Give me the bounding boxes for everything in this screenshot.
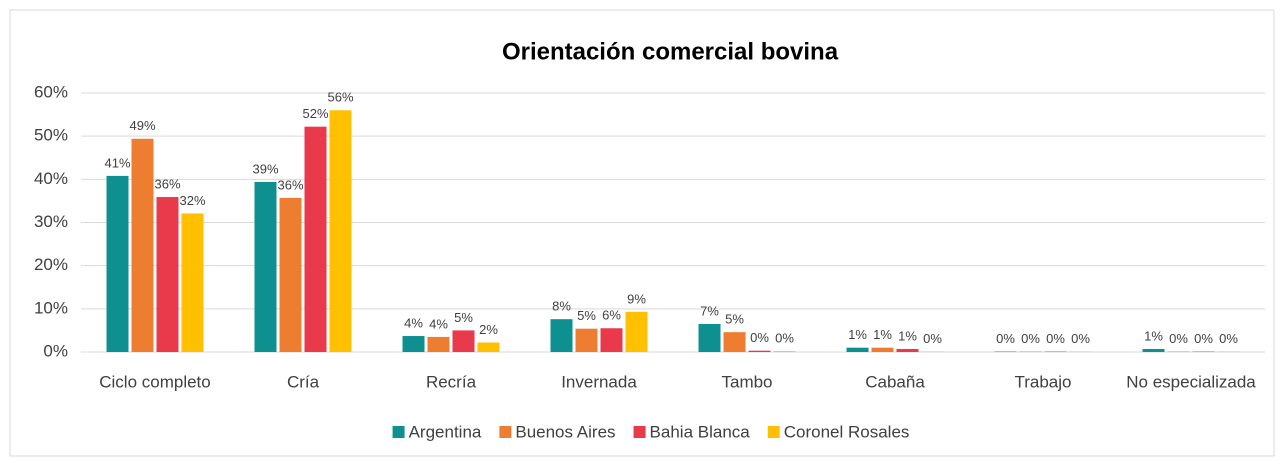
value-label: 0%	[750, 330, 769, 345]
value-label: 4%	[404, 315, 423, 330]
x-tick-label: No especializada	[1126, 372, 1256, 391]
y-tick-label: 50%	[34, 126, 68, 145]
legend-label: Bahia Blanca	[650, 422, 751, 441]
legend-label: Buenos Aires	[515, 422, 615, 441]
bar	[131, 138, 154, 352]
bar	[181, 213, 204, 352]
legend-swatch	[392, 426, 405, 438]
chart-title: Orientación comercial bovina	[502, 38, 839, 65]
value-label: 39%	[252, 161, 278, 176]
bar	[575, 328, 598, 352]
value-label: 0%	[923, 331, 942, 346]
bar	[1142, 348, 1165, 352]
value-label: 6%	[602, 308, 621, 323]
legend-swatch	[767, 426, 780, 438]
bar	[106, 175, 129, 352]
bar	[156, 197, 179, 352]
x-tick-label: Cabaña	[865, 372, 925, 391]
value-label: 56%	[327, 90, 353, 105]
bar	[304, 126, 327, 352]
bar	[896, 348, 919, 352]
value-label: 0%	[1194, 331, 1213, 346]
bar	[254, 181, 277, 352]
y-tick-label: 30%	[34, 212, 68, 231]
y-tick-label: 10%	[34, 298, 68, 317]
value-label: 7%	[700, 303, 719, 318]
value-label: 52%	[302, 106, 328, 121]
value-label: 5%	[725, 312, 744, 327]
value-label: 2%	[479, 322, 498, 337]
value-label: 4%	[429, 316, 448, 331]
bar	[698, 323, 721, 352]
chart-frame	[9, 9, 1275, 457]
x-tick-label: Cría	[287, 372, 320, 391]
bar	[279, 197, 302, 352]
y-tick-label: 60%	[34, 82, 68, 101]
value-label: 8%	[552, 299, 571, 314]
bar	[846, 347, 869, 352]
value-label: 36%	[154, 176, 180, 191]
legend-label: Coronel Rosales	[784, 422, 910, 441]
value-label: 49%	[129, 118, 155, 133]
legend-swatch	[633, 426, 646, 438]
value-label: 5%	[454, 310, 473, 325]
value-label: 41%	[104, 155, 130, 170]
value-label: 5%	[577, 308, 596, 323]
value-label: 1%	[898, 328, 917, 343]
bar	[723, 332, 746, 352]
x-tick-label: Invernada	[561, 372, 637, 391]
x-tick-label: Trabajo	[1014, 372, 1071, 391]
bar	[871, 347, 894, 352]
bar	[550, 319, 573, 352]
value-label: 0%	[1021, 331, 1040, 346]
bar	[600, 328, 623, 352]
bar	[748, 350, 771, 352]
value-label: 0%	[1219, 331, 1238, 346]
bar	[452, 330, 475, 352]
y-tick-label: 0%	[43, 341, 68, 360]
x-tick-label: Ciclo completo	[99, 372, 211, 391]
value-label: 32%	[179, 193, 205, 208]
legend-label: Argentina	[409, 422, 482, 441]
y-tick-label: 20%	[34, 255, 68, 274]
value-label: 0%	[996, 331, 1015, 346]
bar	[477, 342, 500, 352]
legend-swatch	[499, 426, 512, 438]
value-label: 0%	[1169, 331, 1188, 346]
bar	[329, 110, 352, 353]
value-label: 36%	[277, 177, 303, 192]
value-label: 9%	[627, 291, 646, 306]
y-tick-label: 40%	[34, 169, 68, 188]
bar	[402, 336, 425, 352]
value-label: 0%	[1071, 331, 1090, 346]
bar	[625, 311, 648, 352]
x-tick-label: Recría	[426, 372, 477, 391]
value-label: 0%	[775, 331, 794, 346]
value-label: 0%	[1046, 331, 1065, 346]
value-label: 1%	[873, 327, 892, 342]
value-label: 1%	[1144, 328, 1163, 343]
x-tick-label: Tambo	[721, 372, 772, 391]
bar	[427, 336, 450, 352]
value-label: 1%	[848, 327, 867, 342]
bar	[773, 351, 796, 352]
